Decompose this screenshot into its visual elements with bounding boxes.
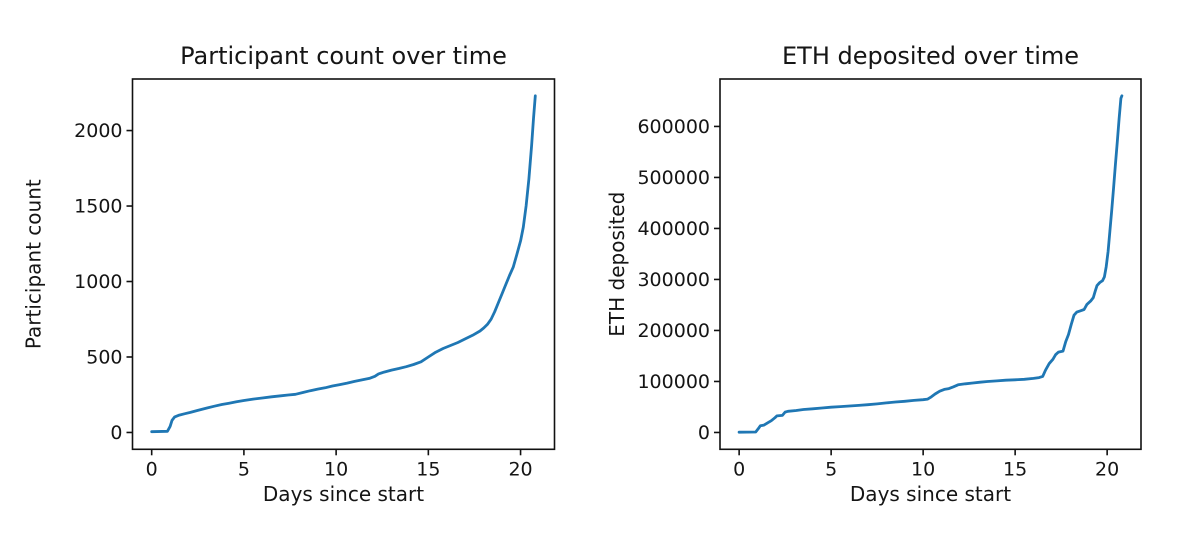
y-tick-label: 200000 <box>637 320 710 342</box>
eth-chart-title: ETH deposited over time <box>782 42 1079 70</box>
plot-border <box>131 78 556 451</box>
x-tick-label: 20 <box>1095 458 1119 480</box>
eth-chart-xlabel: Days since start <box>850 482 1011 506</box>
participant-chart-ylabel: Participant count <box>22 179 46 349</box>
y-tick-label: 2000 <box>74 120 122 142</box>
y-tick-label: 500000 <box>637 167 710 189</box>
y-tick-label: 1500 <box>74 196 122 218</box>
participant-chart-xlabel: Days since start <box>263 482 424 506</box>
y-tick-label: 1000 <box>74 271 122 293</box>
x-tick-label: 0 <box>733 458 745 480</box>
x-tick-label: 10 <box>324 458 348 480</box>
y-tick-label: 100000 <box>637 371 710 393</box>
eth-chart-ylabel: ETH deposited <box>605 192 629 337</box>
y-tick-label: 600000 <box>637 116 710 138</box>
y-tick-label: 300000 <box>637 269 710 291</box>
eth-deposited-chart: 0 5 10 15 20 0 100000 200000 300000 400000 500000 6… <box>605 42 1142 506</box>
x-tick-label: 15 <box>416 458 440 480</box>
x-tick-label: 20 <box>508 458 532 480</box>
y-tick-label: 400000 <box>637 218 710 240</box>
eth-deposited-line <box>737 94 1124 434</box>
x-tick-label: 0 <box>146 458 158 480</box>
x-tick-label: 10 <box>911 458 935 480</box>
x-tick-label: 5 <box>825 458 837 480</box>
participant-chart-axes: 0 5 10 15 20 0 500 1000 1500 2000 <box>74 78 556 480</box>
participant-count-line <box>150 94 537 434</box>
x-tick-label: 15 <box>1003 458 1027 480</box>
plot-border <box>719 78 1142 451</box>
y-tick-label: 0 <box>110 422 122 444</box>
participant-count-chart: 0 5 10 15 20 0 500 1000 1500 2000 Participant cou… <box>22 42 556 506</box>
x-tick-label: 5 <box>238 458 250 480</box>
eth-chart-axes: 0 5 10 15 20 0 100000 200000 300000 400000 500000 6… <box>637 78 1142 480</box>
y-tick-label: 0 <box>698 422 710 444</box>
participant-chart-title: Participant count over time <box>180 42 507 70</box>
y-tick-label: 500 <box>86 346 122 368</box>
